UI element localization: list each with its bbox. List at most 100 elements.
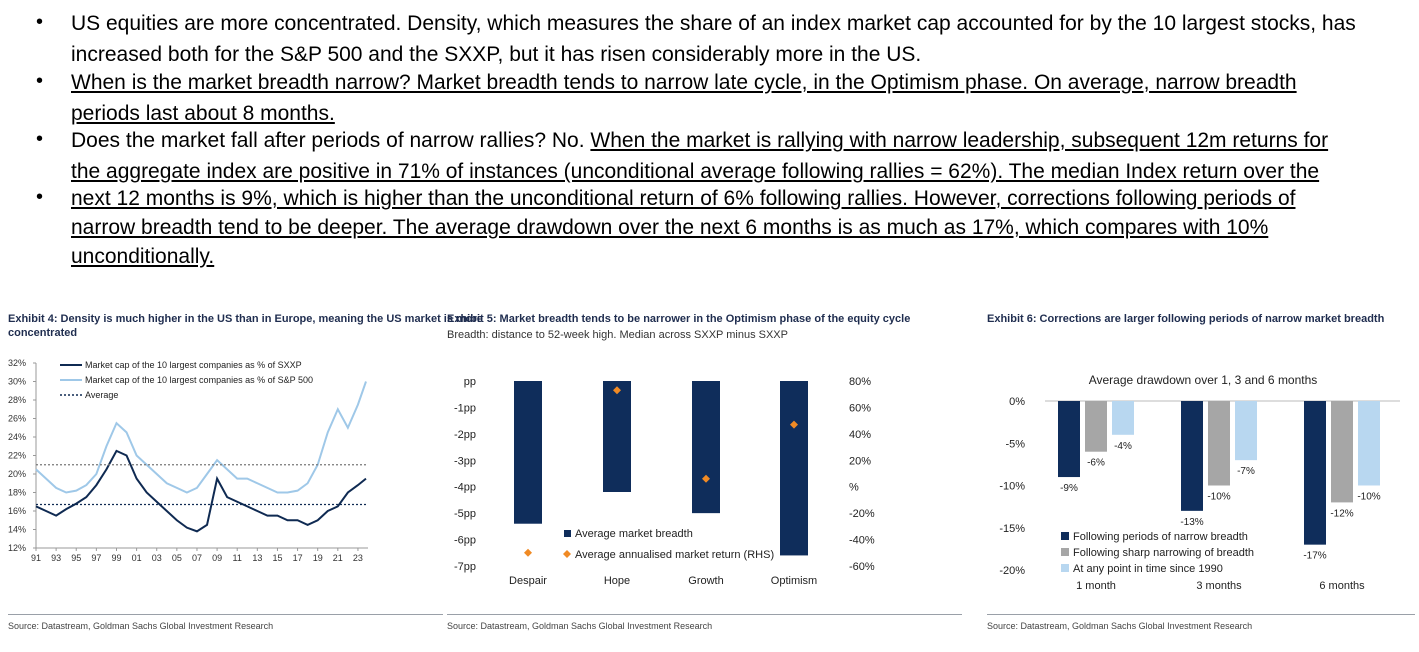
bar: [1235, 401, 1257, 461]
category-label: Hope: [604, 575, 630, 587]
bar: [1358, 401, 1380, 486]
bar: [692, 381, 720, 514]
bar: [1085, 401, 1107, 452]
y-tick-label: 12%: [8, 543, 26, 553]
y-tick-label: -10%: [999, 481, 1025, 493]
y-tick-label: -5%: [1005, 438, 1025, 450]
bullet-text: next 12 months is 9%, which is higher th…: [71, 183, 1295, 214]
y-tick-label: 24%: [8, 432, 26, 442]
bar: [1331, 401, 1353, 503]
bullet-text-segment: narrow breadth tend to be deeper. The av…: [71, 216, 1269, 239]
data-label: -12%: [1330, 508, 1353, 519]
y-tick-label: -6pp: [454, 535, 476, 547]
y-tick-label: -5pp: [454, 508, 476, 520]
exhibit6-rule: [987, 614, 1415, 615]
x-tick-label: 09: [212, 553, 222, 563]
bullet-line: • US equities are more concentrated. Dens…: [0, 8, 1419, 39]
y2-tick-label: -60%: [849, 561, 875, 573]
data-label: -4%: [1114, 441, 1132, 452]
bullet-line: • Does the market fall after periods of n…: [0, 125, 1419, 156]
exhibit4-line-chart: 32% 30% 28% 26% 24% 22% 20% 18% 16% 14% 12% 91 93 95 9…: [8, 358, 368, 563]
bullet-line: unconditionally.: [0, 241, 1419, 272]
x-tick-label: 91: [31, 553, 41, 563]
bullet-line: periods last about 8 months.: [0, 98, 1419, 129]
bullet-text-segment: When the market is rallying with narrow …: [590, 129, 1329, 152]
legend-label: Market cap of the 10 largest companies a…: [85, 360, 302, 370]
bullet-text: periods last about 8 months.: [71, 98, 335, 129]
bullet-text: narrow breadth tend to be deeper. The av…: [71, 212, 1268, 243]
bullet-text-segment: increased both for the S&P 500 and the S…: [71, 43, 922, 66]
legend-label: Following sharp narrowing of breadth: [1073, 547, 1254, 559]
bullet-text-segment: the aggregate index are positive in 71% …: [71, 160, 1320, 183]
x-tick-label: 21: [333, 553, 343, 563]
category-label: 3 months: [1196, 580, 1242, 592]
y-tick-label: -4pp: [454, 482, 476, 494]
y-tick-label: 30%: [8, 377, 26, 387]
x-tick-label: 05: [172, 553, 182, 563]
return-marker: [524, 548, 532, 557]
x-tick-label: 07: [192, 553, 202, 563]
exhibit4-rule: [8, 614, 443, 615]
x-tick-label: 01: [132, 553, 142, 563]
exhibit5-title: Exhibit 5: Market breadth tends to be na…: [447, 313, 911, 325]
exhibit5-rule: [447, 614, 962, 615]
bullet-text: the aggregate index are positive in 71% …: [71, 156, 1319, 187]
return-marker: [790, 420, 798, 429]
y2-tick-label: %: [849, 482, 859, 494]
y2-tick-label: 80%: [849, 376, 871, 388]
y2-tick-label: 40%: [849, 429, 871, 441]
exhibit4-source: Source: Datastream, Goldman Sachs Global…: [8, 621, 274, 631]
x-tick-label: 95: [71, 553, 81, 563]
bullet-text-segment: Does the market fall after periods of na…: [71, 129, 591, 152]
bar: [1112, 401, 1134, 435]
bullet-text-segment: next 12 months is 9%, which is higher th…: [71, 187, 1296, 210]
bullet-text-segment: unconditionally.: [71, 245, 215, 268]
data-label: -10%: [1207, 492, 1230, 503]
legend-marker: [563, 550, 571, 558]
legend-label: At any point in time since 1990: [1073, 563, 1223, 575]
y-tick-label: -2pp: [454, 429, 476, 441]
exhibit6-bar-chart: Average drawdown over 1, 3 and 6 months 0…: [999, 373, 1400, 592]
exhibit4-title-line2: concentrated: [8, 327, 78, 339]
x-tick-label: 97: [91, 553, 101, 563]
bullet-dot-icon: •: [36, 11, 44, 33]
bullet-text: US equities are more concentrated. Densi…: [71, 8, 1356, 39]
y-tick-label: pp: [464, 376, 476, 388]
data-label: -6%: [1087, 458, 1105, 469]
bar: [780, 381, 808, 556]
y-tick-label: 26%: [8, 414, 26, 424]
x-tick-label: 11: [233, 553, 242, 563]
line-series-0: [35, 449, 367, 533]
x-tick-label: 17: [293, 553, 303, 563]
y-tick-label: 14%: [8, 525, 26, 535]
y-tick-label: -7pp: [454, 561, 476, 573]
exhibit4-title-line1: Exhibit 4: Density is much higher in the…: [8, 313, 483, 325]
y-tick-label: -3pp: [454, 455, 476, 467]
bullet-dot-icon: •: [36, 128, 44, 150]
legend-swatch: [1061, 548, 1069, 556]
bullet-text: Does the market fall after periods of na…: [71, 125, 1328, 156]
bullet-line: the aggregate index are positive in 71% …: [0, 156, 1419, 187]
legend-label: Market cap of the 10 largest companies a…: [85, 375, 313, 385]
bar: [1208, 401, 1230, 486]
y-tick-label: 32%: [8, 358, 26, 368]
category-label: Despair: [509, 575, 547, 587]
legend-label: Average market breadth: [575, 528, 693, 540]
y-tick-label: -15%: [999, 523, 1025, 535]
x-tick-label: 99: [111, 553, 121, 563]
bullet-line: • next 12 months is 9%, which is higher t…: [0, 183, 1419, 214]
chart-title: Average drawdown over 1, 3 and 6 months: [1089, 373, 1318, 387]
category-label: 1 month: [1076, 580, 1116, 592]
bar: [1058, 401, 1080, 478]
bar: [514, 381, 542, 524]
bar: [1304, 401, 1326, 545]
y-tick-label: -20%: [999, 565, 1025, 577]
bullet-dot-icon: •: [36, 70, 44, 92]
x-tick-label: 93: [51, 553, 61, 563]
bullet-text-segment: US equities are more concentrated. Densi…: [71, 12, 1356, 35]
y2-tick-label: -20%: [849, 508, 875, 520]
bullet-line: • When is the market breadth narrow? Mark…: [0, 67, 1419, 98]
y-tick-label: 22%: [8, 451, 26, 461]
line-series-1: [35, 381, 367, 494]
legend-label: Average annualised market return (RHS): [575, 549, 774, 561]
